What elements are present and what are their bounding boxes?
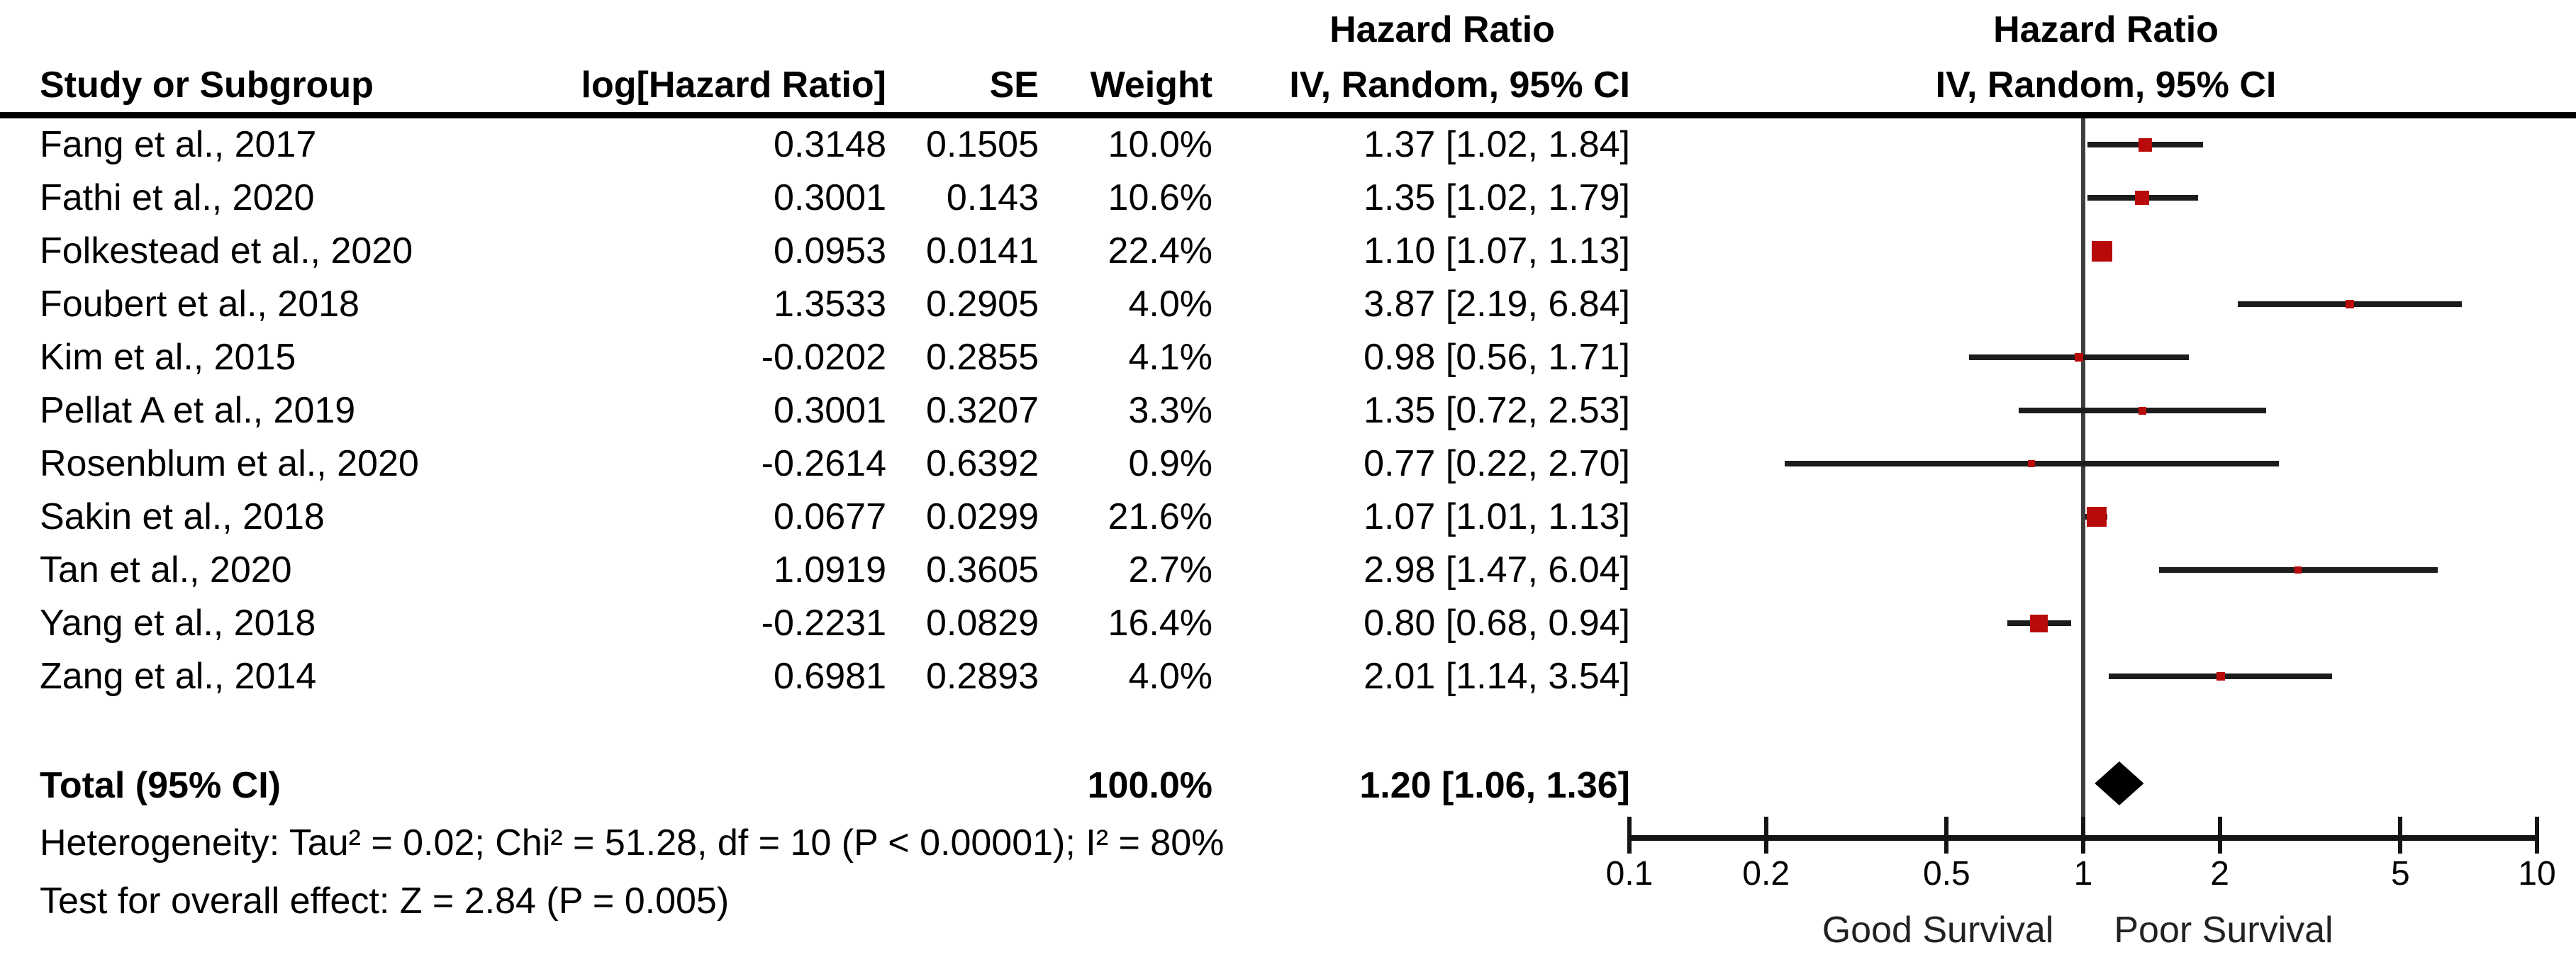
study-weight: 16.4% bbox=[1108, 603, 1212, 644]
study-weight: 3.3% bbox=[1128, 390, 1212, 431]
plot-effect-header: Hazard Ratio bbox=[1993, 9, 2219, 50]
effect-marker bbox=[2086, 507, 2107, 527]
study-loghr: -0.2614 bbox=[761, 443, 886, 484]
x-axis-tick-label: 0.2 bbox=[1742, 855, 1790, 893]
study-weight: 4.1% bbox=[1128, 337, 1212, 378]
study-loghr: 0.3001 bbox=[773, 390, 886, 431]
study-name: Sakin et al., 2018 bbox=[40, 496, 325, 537]
effect-marker bbox=[2346, 300, 2355, 308]
study-name: Yang et al., 2018 bbox=[40, 603, 316, 644]
x-axis-tick-label: 10 bbox=[2518, 855, 2556, 893]
column-header-se: SE bbox=[989, 65, 1039, 106]
effect-marker bbox=[2091, 240, 2112, 262]
column-header-study: Study or Subgroup bbox=[40, 65, 374, 106]
total-weight: 100.0% bbox=[1087, 765, 1212, 806]
study-name: Fathi et al., 2020 bbox=[40, 177, 315, 218]
study-loghr: 0.0953 bbox=[773, 230, 886, 272]
study-ci-text: 0.98 [0.56, 1.71] bbox=[1364, 337, 1630, 378]
table-effect-header: Hazard Ratio bbox=[1329, 9, 1555, 50]
study-ci-text: 0.80 [0.68, 0.94] bbox=[1364, 603, 1630, 644]
study-loghr: -0.0202 bbox=[761, 337, 886, 378]
heterogeneity-text: Heterogeneity: Tau² = 0.02; Chi² = 51.28… bbox=[40, 822, 1225, 863]
effect-marker bbox=[2030, 614, 2048, 632]
study-name: Tan et al., 2020 bbox=[40, 549, 292, 591]
study-ci-text: 1.35 [1.02, 1.79] bbox=[1364, 177, 1630, 218]
study-weight: 0.9% bbox=[1128, 443, 1212, 484]
x-axis-tick-label: 0.1 bbox=[1605, 855, 1654, 893]
study-loghr: -0.2231 bbox=[761, 603, 886, 644]
study-se: 0.3605 bbox=[925, 549, 1039, 591]
effect-marker bbox=[2028, 460, 2036, 467]
study-weight: 4.0% bbox=[1128, 656, 1212, 697]
study-weight: 2.7% bbox=[1128, 549, 1212, 591]
study-loghr: 0.6981 bbox=[773, 656, 886, 697]
effect-marker bbox=[2139, 138, 2152, 152]
study-se: 0.143 bbox=[946, 177, 1039, 218]
x-axis-tick-label: 0.5 bbox=[1922, 855, 1970, 893]
plot-method-header: IV, Random, 95% CI bbox=[1935, 65, 2277, 106]
study-name: Foubert et al., 2018 bbox=[40, 284, 359, 325]
x-axis-tick bbox=[2535, 817, 2539, 854]
study-weight: 4.0% bbox=[1128, 284, 1212, 325]
study-ci-text: 1.35 [0.72, 2.53] bbox=[1364, 390, 1630, 431]
study-name: Rosenblum et al., 2020 bbox=[40, 443, 419, 484]
total-label: Total (95% CI) bbox=[40, 765, 281, 806]
effect-marker bbox=[2295, 566, 2302, 574]
study-loghr: 0.3148 bbox=[773, 124, 886, 165]
column-header-weight: Weight bbox=[1090, 65, 1212, 106]
x-axis-tick-label: 5 bbox=[2390, 855, 2410, 893]
study-se: 0.0829 bbox=[925, 603, 1039, 644]
x-axis-tick bbox=[1763, 817, 1768, 854]
study-weight: 21.6% bbox=[1108, 496, 1212, 537]
study-se: 0.2855 bbox=[925, 337, 1039, 378]
study-weight: 22.4% bbox=[1108, 230, 1212, 272]
study-loghr: 1.3533 bbox=[773, 284, 886, 325]
study-weight: 10.0% bbox=[1108, 124, 1212, 165]
study-ci-text: 1.10 [1.07, 1.13] bbox=[1364, 230, 1630, 272]
x-axis-tick bbox=[2217, 817, 2222, 854]
study-loghr: 1.0919 bbox=[773, 549, 886, 591]
study-se: 0.3207 bbox=[925, 390, 1039, 431]
no-effect-line bbox=[2081, 118, 2085, 839]
study-ci-text: 3.87 [2.19, 6.84] bbox=[1364, 284, 1630, 325]
study-loghr: 0.0677 bbox=[773, 496, 886, 537]
x-axis-tick-label: 1 bbox=[2073, 855, 2093, 893]
total-ci-text: 1.20 [1.06, 1.36] bbox=[1359, 765, 1630, 806]
study-loghr: 0.3001 bbox=[773, 177, 886, 218]
study-se: 0.2893 bbox=[925, 656, 1039, 697]
total-diamond bbox=[2095, 761, 2144, 805]
study-ci-text: 2.98 [1.47, 6.04] bbox=[1364, 549, 1630, 591]
axis-right-label: Poor Survival bbox=[2114, 910, 2334, 951]
header-divider bbox=[0, 112, 2576, 118]
effect-marker bbox=[2075, 353, 2084, 362]
study-name: Zang et al., 2014 bbox=[40, 656, 317, 697]
study-se: 0.0299 bbox=[925, 496, 1039, 537]
column-header-loghr: log[Hazard Ratio] bbox=[581, 65, 886, 106]
study-ci-text: 0.77 [0.22, 2.70] bbox=[1364, 443, 1630, 484]
x-axis-tick bbox=[2081, 817, 2085, 854]
study-ci-text: 1.37 [1.02, 1.84] bbox=[1364, 124, 1630, 165]
x-axis-tick bbox=[1627, 817, 1632, 854]
axis-left-label: Good Survival bbox=[1822, 910, 2054, 951]
study-name: Pellat A et al., 2019 bbox=[40, 390, 356, 431]
study-se: 0.1505 bbox=[925, 124, 1039, 165]
effect-marker bbox=[2217, 672, 2226, 681]
study-se: 0.6392 bbox=[925, 443, 1039, 484]
x-axis-tick bbox=[1944, 817, 1949, 854]
study-se: 0.2905 bbox=[925, 284, 1039, 325]
study-ci-text: 2.01 [1.14, 3.54] bbox=[1364, 656, 1630, 697]
column-header-ci: IV, Random, 95% CI bbox=[1289, 65, 1630, 106]
study-weight: 10.6% bbox=[1108, 177, 1212, 218]
x-axis-tick-label: 2 bbox=[2210, 855, 2229, 893]
study-name: Fang et al., 2017 bbox=[40, 124, 317, 165]
x-axis-tick bbox=[2398, 817, 2403, 854]
study-ci-text: 1.07 [1.01, 1.13] bbox=[1364, 496, 1630, 537]
study-se: 0.0141 bbox=[925, 230, 1039, 272]
study-name: Kim et al., 2015 bbox=[40, 337, 296, 378]
effect-marker bbox=[2135, 191, 2150, 205]
effect-marker bbox=[2138, 406, 2146, 415]
overall-effect-text: Test for overall effect: Z = 2.84 (P = 0… bbox=[40, 881, 730, 922]
study-name: Folkestead et al., 2020 bbox=[40, 230, 413, 272]
